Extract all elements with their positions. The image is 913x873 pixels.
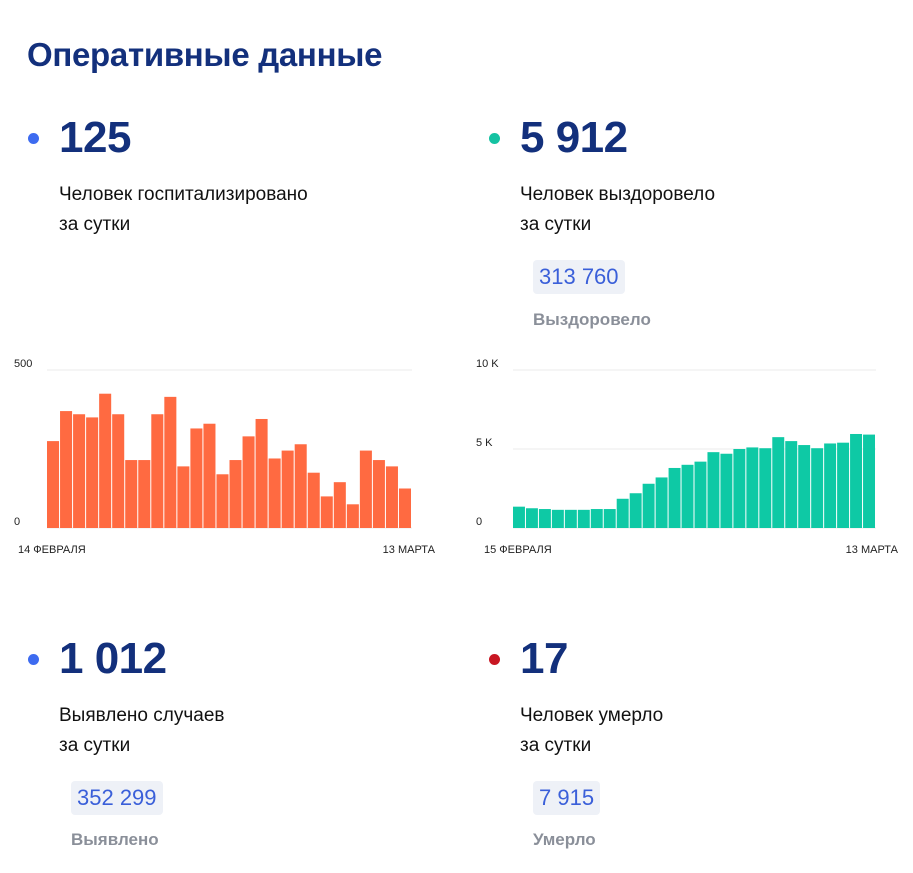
stat-description: Выявлено случаев bbox=[59, 705, 225, 726]
bar bbox=[759, 448, 772, 528]
bar bbox=[564, 509, 577, 528]
bar bbox=[837, 442, 850, 528]
bar bbox=[616, 498, 629, 528]
bar bbox=[772, 437, 785, 528]
bar bbox=[577, 509, 590, 528]
bar bbox=[655, 477, 668, 528]
bar bbox=[73, 414, 86, 528]
blue-dot-icon bbox=[28, 133, 39, 144]
page-title: Оперативные данные bbox=[27, 36, 383, 73]
y-tick-label: 10 K bbox=[476, 358, 499, 370]
recovered-bar-chart: 0 5 K 10 K 15 ФЕВРАЛЯ 13 МАРТА bbox=[476, 358, 899, 556]
bar bbox=[525, 508, 538, 528]
y-tick-label: 0 bbox=[14, 516, 20, 528]
bar bbox=[47, 441, 60, 528]
bar bbox=[668, 467, 681, 528]
bar bbox=[151, 414, 164, 528]
bar bbox=[733, 449, 746, 528]
x-end-label: 13 МАРТА bbox=[383, 544, 436, 556]
bar bbox=[268, 458, 281, 528]
total-label: Выздоровело bbox=[533, 310, 651, 329]
bar bbox=[86, 417, 99, 528]
bar bbox=[513, 506, 525, 528]
bar bbox=[824, 443, 837, 528]
bar bbox=[125, 460, 138, 528]
stat-value: 125 bbox=[59, 113, 131, 162]
bar bbox=[320, 496, 333, 528]
bar bbox=[694, 461, 707, 528]
total-badge: 352 299 bbox=[71, 781, 163, 815]
y-tick-label: 500 bbox=[14, 358, 32, 370]
x-end-label: 13 МАРТА bbox=[846, 544, 899, 556]
stat-period: за сутки bbox=[520, 735, 592, 756]
total-badge: 313 760 bbox=[533, 260, 625, 294]
stat-value: 5 912 bbox=[520, 113, 628, 162]
bar bbox=[746, 447, 759, 528]
bar bbox=[551, 509, 564, 528]
bar bbox=[177, 466, 190, 528]
bar bbox=[603, 509, 616, 528]
hospitalized-bar-chart: 0 500 14 ФЕВРАЛЯ 13 МАРТА bbox=[14, 358, 436, 556]
bar bbox=[307, 472, 320, 528]
y-tick-label: 5 K bbox=[476, 437, 493, 449]
stat-period: за сутки bbox=[520, 214, 592, 235]
total-label: Выявлено bbox=[71, 830, 159, 849]
stat-description: Человек госпитализировано bbox=[59, 184, 308, 205]
bar bbox=[538, 509, 551, 528]
total-badge: 7 915 bbox=[533, 781, 601, 815]
bar bbox=[850, 433, 863, 528]
bar bbox=[242, 436, 255, 528]
bar bbox=[190, 428, 203, 528]
bar bbox=[138, 460, 151, 528]
bar bbox=[346, 504, 359, 528]
bar bbox=[359, 450, 372, 528]
bar bbox=[707, 452, 720, 528]
x-start-label: 14 ФЕВРАЛЯ bbox=[18, 544, 86, 556]
bar bbox=[811, 448, 824, 528]
bar bbox=[112, 414, 125, 528]
bar bbox=[333, 482, 346, 528]
bar bbox=[642, 483, 655, 528]
y-tick-label: 0 bbox=[476, 516, 482, 528]
bar bbox=[60, 411, 73, 528]
bar bbox=[255, 418, 268, 528]
bar bbox=[203, 423, 216, 528]
bar bbox=[863, 434, 875, 528]
stat-period: за сутки bbox=[59, 214, 131, 235]
blue-dot-icon bbox=[28, 654, 39, 665]
x-start-label: 15 ФЕВРАЛЯ bbox=[484, 544, 552, 556]
bar bbox=[372, 460, 385, 528]
stat-description: Человек выздоровело bbox=[520, 184, 716, 205]
bar bbox=[229, 460, 242, 528]
bar bbox=[398, 488, 411, 528]
stat-value: 17 bbox=[520, 634, 568, 683]
bar bbox=[294, 444, 307, 528]
bar bbox=[216, 474, 229, 528]
stat-period: за сутки bbox=[59, 735, 131, 756]
bar bbox=[385, 466, 398, 528]
bar bbox=[785, 441, 798, 528]
stat-description: Человек умерло bbox=[520, 705, 664, 726]
bar bbox=[629, 493, 642, 528]
bar bbox=[99, 393, 112, 528]
bar bbox=[798, 445, 811, 528]
bar bbox=[281, 450, 294, 528]
bar bbox=[720, 453, 733, 528]
stat-value: 1 012 bbox=[59, 634, 167, 683]
total-label: Умерло bbox=[533, 830, 596, 849]
red-dot-icon bbox=[489, 654, 500, 665]
bar bbox=[164, 396, 177, 528]
bar bbox=[681, 464, 694, 528]
bar bbox=[590, 509, 603, 528]
green-dot-icon bbox=[489, 133, 500, 144]
